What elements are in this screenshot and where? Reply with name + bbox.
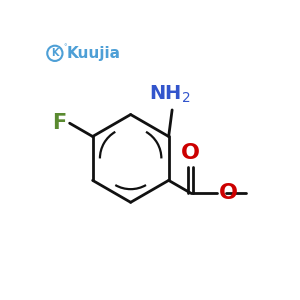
Text: K: K: [51, 48, 59, 58]
Text: NH$_2$: NH$_2$: [149, 84, 190, 105]
Text: °: °: [64, 44, 67, 50]
Text: F: F: [52, 113, 66, 133]
Text: O: O: [181, 143, 200, 163]
Text: O: O: [219, 183, 238, 203]
Text: Kuujia: Kuujia: [67, 46, 121, 61]
